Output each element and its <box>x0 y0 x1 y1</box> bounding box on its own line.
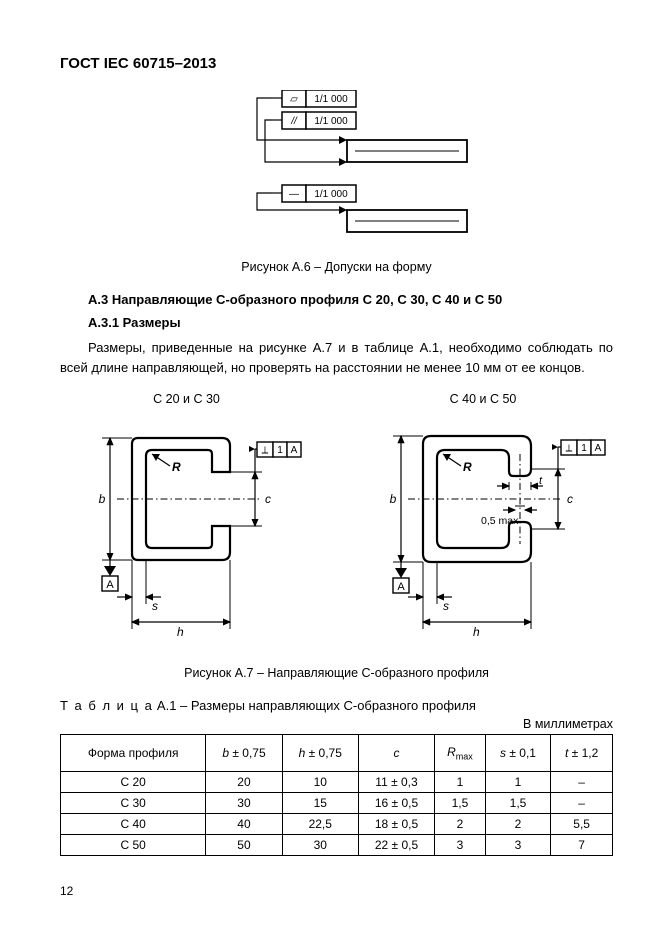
tol3-symbol: — <box>289 189 299 200</box>
gdt-ref-left: A <box>290 445 297 456</box>
table-cell: 1 <box>485 772 551 793</box>
col-6: t ± 1,2 <box>551 735 613 772</box>
label-t-right: t <box>539 475 543 487</box>
table-cell: 2 <box>435 814 486 835</box>
col-4: Rmax <box>435 735 486 772</box>
section-a3-heading: А.3 Направляющие С-образного профиля С 2… <box>88 292 613 307</box>
table-cell: – <box>551 793 613 814</box>
col-2: h ± 0,75 <box>282 735 358 772</box>
section-a31-heading: А.3.1 Размеры <box>88 315 613 330</box>
label-R-left: R <box>172 460 181 474</box>
table-cell: – <box>551 772 613 793</box>
table-title-spaced: Т а б л и ц а <box>60 698 153 713</box>
tol2-value: 1/1 000 <box>314 116 348 127</box>
table-row: C 20201011 ± 0,311– <box>61 772 613 793</box>
table-a1-units: В миллиметрах <box>60 717 613 731</box>
figure-a6: ▱ 1/1 000 // 1/1 000 — 1/1 000 <box>197 90 477 250</box>
table-cell: 1 <box>435 772 486 793</box>
figure-a7-caption: Рисунок А.7 – Направляющие С-образного п… <box>60 666 613 680</box>
table-cell: 3 <box>485 835 551 856</box>
col-1: b ± 0,75 <box>206 735 282 772</box>
table-cell: 50 <box>206 835 282 856</box>
table-cell: 16 ± 0,5 <box>358 793 434 814</box>
fig-a7-right-title: С 40 и С 50 <box>353 392 613 406</box>
label-halfmax: 0,5 max <box>481 515 519 527</box>
section-a3-paragraph: Размеры, приведенные на рисунке А.7 и в … <box>60 338 613 378</box>
label-c-left: c <box>265 492 271 506</box>
datum-A-right: A <box>397 581 405 593</box>
profile-right-svg: R b c t 0,5 ma <box>353 424 613 644</box>
table-cell: 15 <box>282 793 358 814</box>
table-cell: 1,5 <box>435 793 486 814</box>
label-s-right: s <box>443 599 449 613</box>
col-3: c <box>358 735 434 772</box>
gdt-val-left: 1 <box>277 445 283 456</box>
table-a1: Форма профиля b ± 0,75 h ± 0,75 c Rmax s… <box>60 734 613 856</box>
table-cell: 22 ± 0,5 <box>358 835 434 856</box>
label-b-right: b <box>390 492 397 506</box>
table-cell: 7 <box>551 835 613 856</box>
table-header-row: Форма профиля b ± 0,75 h ± 0,75 c Rmax s… <box>61 735 613 772</box>
table-cell: C 40 <box>61 814 206 835</box>
table-cell: 11 ± 0,3 <box>358 772 434 793</box>
tol1-symbol: ▱ <box>290 94 298 105</box>
table-cell: 3 <box>435 835 486 856</box>
table-cell: 40 <box>206 814 282 835</box>
table-cell: 30 <box>282 835 358 856</box>
col-0: Форма профиля <box>61 735 206 772</box>
label-h-left: h <box>177 625 184 639</box>
figure-a6-caption: Рисунок А.6 – Допуски на форму <box>60 260 613 274</box>
col-5: s ± 0,1 <box>485 735 551 772</box>
gdt-val-right: 1 <box>581 443 587 454</box>
label-c-right: c <box>567 492 573 506</box>
table-row: C 404022,518 ± 0,5225,5 <box>61 814 613 835</box>
table-cell: 18 ± 0,5 <box>358 814 434 835</box>
table-row: C 30301516 ± 0,51,51,5– <box>61 793 613 814</box>
table-cell: C 20 <box>61 772 206 793</box>
label-s-left: s <box>152 599 158 613</box>
table-cell: 10 <box>282 772 358 793</box>
label-b-left: b <box>98 492 105 506</box>
gdt-ref-right: A <box>595 443 602 454</box>
figure-a6-svg: ▱ 1/1 000 // 1/1 000 — 1/1 000 <box>197 90 477 250</box>
datum-A-left: A <box>106 579 114 591</box>
tol3-value: 1/1 000 <box>314 189 348 200</box>
table-cell: 5,5 <box>551 814 613 835</box>
fig-a7-left-title: С 20 и С 30 <box>60 392 313 406</box>
table-cell: 2 <box>485 814 551 835</box>
table-cell: 30 <box>206 793 282 814</box>
document-title: ГОСТ IEC 60715–2013 <box>60 55 613 72</box>
table-a1-title: Т а б л и ц а А.1 – Размеры направляющих… <box>60 698 613 713</box>
label-R-right: R <box>463 460 472 474</box>
table-cell: C 50 <box>61 835 206 856</box>
figure-a7: С 20 и С 30 R <box>60 392 613 644</box>
table-cell: 20 <box>206 772 282 793</box>
table-cell: 22,5 <box>282 814 358 835</box>
table-row: C 50503022 ± 0,5337 <box>61 835 613 856</box>
svg-text:⟂: ⟂ <box>261 445 268 456</box>
profile-left-svg: R b c s h <box>62 424 312 644</box>
page-number: 12 <box>60 884 613 898</box>
table-cell: C 30 <box>61 793 206 814</box>
table-cell: 1,5 <box>485 793 551 814</box>
svg-text:⟂: ⟂ <box>566 443 573 454</box>
table-title-rest: А.1 – Размеры направляющих С-образного п… <box>153 698 476 713</box>
tol1-value: 1/1 000 <box>314 94 348 105</box>
label-h-right: h <box>473 625 480 639</box>
